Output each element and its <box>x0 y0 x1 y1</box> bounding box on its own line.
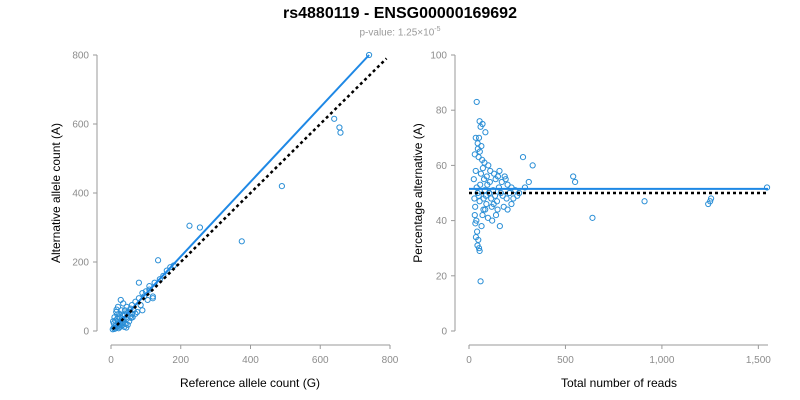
data-point <box>123 303 130 310</box>
y-tick-label: 400 <box>72 189 89 200</box>
x-axis-title: Reference allele count (G) <box>180 376 320 390</box>
fit-line <box>112 54 370 330</box>
x-tick-label: 400 <box>242 355 259 366</box>
data-point <box>113 306 120 313</box>
data-point <box>331 115 338 122</box>
data-point <box>134 308 141 316</box>
x-tick-label: 0 <box>108 355 114 366</box>
y-ticks: 0 200 400 600 800 <box>72 51 97 338</box>
data-point <box>135 279 142 286</box>
p-value-text: p-value: 1.25×10 <box>359 27 435 39</box>
data-point <box>132 310 139 317</box>
y-tick-label: 200 <box>72 258 89 269</box>
data-point <box>128 314 135 321</box>
data-point <box>163 267 170 274</box>
data-point <box>139 307 146 314</box>
chart-title: rs4880119 - ENSG00000169692 <box>283 5 517 22</box>
x-tick-label: 600 <box>312 355 329 366</box>
data-point <box>109 318 117 325</box>
x-ticks: 0 200 400 600 800 <box>108 345 399 366</box>
y-tick-label: 600 <box>72 120 89 131</box>
data-point <box>116 310 123 317</box>
x-tick-label: 200 <box>172 355 189 366</box>
data-point <box>186 222 193 229</box>
figure-header: rs4880119 - ENSG00000169692 p-value: 1.2… <box>0 4 800 39</box>
reference-line <box>111 57 388 331</box>
data-point <box>154 257 162 264</box>
y-tick-label: 800 <box>72 51 89 62</box>
data-point <box>149 295 156 302</box>
data-point <box>117 296 124 304</box>
data-point <box>144 296 151 304</box>
y-tick-label: 0 <box>83 327 89 338</box>
data-point <box>278 183 285 190</box>
data-point <box>167 264 174 271</box>
data-point <box>238 238 245 245</box>
data-point <box>336 124 343 131</box>
data-point <box>196 224 204 231</box>
data-point <box>139 289 146 297</box>
data-point <box>365 51 373 59</box>
data-point <box>123 324 130 331</box>
chart-subtitle: p-value: 1.25×10-5 <box>0 24 800 39</box>
data-point <box>149 293 156 300</box>
p-value-exponent: -5 <box>434 26 441 33</box>
y-axis-title: Alternative allele count (A) <box>49 123 63 263</box>
data-point <box>160 272 167 279</box>
data-point <box>337 129 344 136</box>
x-tick-label: 800 <box>382 355 399 366</box>
